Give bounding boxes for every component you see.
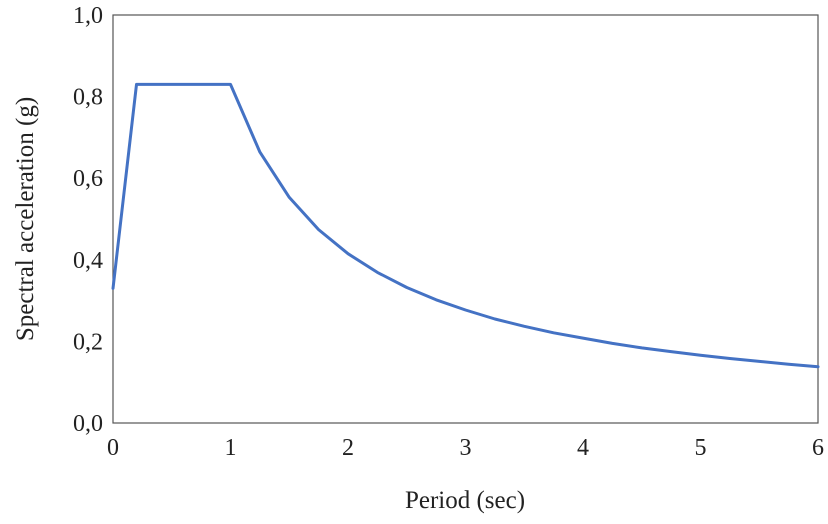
y-axis-ticks: 0,0 0,2 0,4 0,6 0,8 1,0 bbox=[73, 3, 103, 437]
y-tick-label: 1,0 bbox=[73, 3, 103, 29]
x-tick-label: 0 bbox=[107, 435, 119, 461]
series-layer bbox=[111, 82, 820, 369]
x-axis-ticks: 0 1 2 3 4 5 6 bbox=[107, 435, 824, 461]
y-axis-title: Spectral acceleration (g) bbox=[12, 97, 39, 341]
x-tick-label: 5 bbox=[695, 435, 707, 461]
y-tick-label: 0,4 bbox=[73, 248, 103, 274]
x-tick-label: 6 bbox=[812, 435, 824, 461]
x-axis-title: Period (sec) bbox=[405, 487, 525, 514]
x-tick-label: 2 bbox=[342, 435, 354, 461]
y-tick-label: 0,8 bbox=[73, 85, 103, 111]
x-tick-label: 3 bbox=[460, 435, 472, 461]
y-tick-label: 0,2 bbox=[73, 329, 103, 355]
x-tick-label: 4 bbox=[577, 435, 589, 461]
series-line bbox=[111, 82, 820, 369]
plot-area bbox=[112, 14, 819, 424]
x-tick-label: 1 bbox=[225, 435, 237, 461]
y-tick-label: 0,0 bbox=[73, 411, 103, 437]
y-tick-label: 0,6 bbox=[73, 166, 103, 192]
